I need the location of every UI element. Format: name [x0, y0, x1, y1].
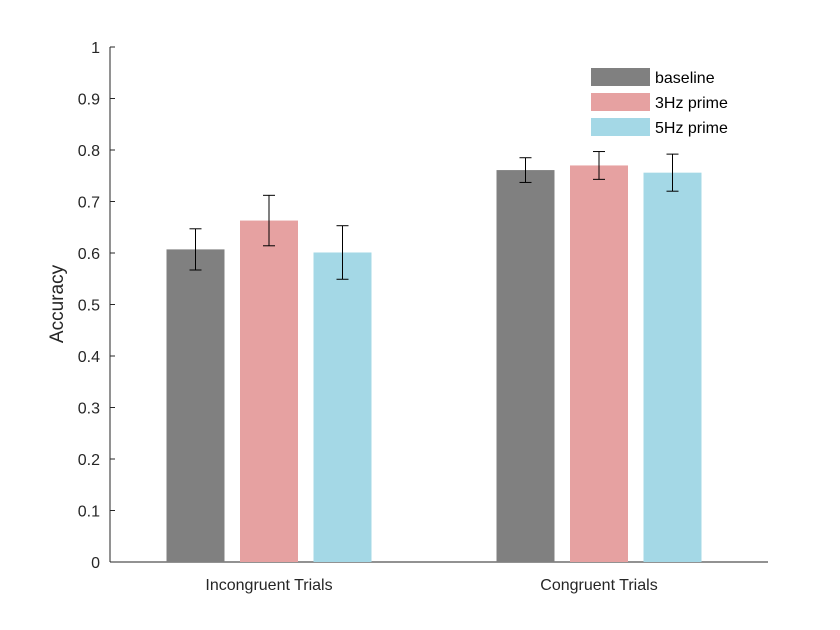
- y-tick-label: 0.5: [78, 298, 100, 315]
- legend-swatch: [591, 93, 650, 111]
- y-tick-label: 0.8: [78, 143, 100, 160]
- y-tick-label: 0.6: [78, 246, 100, 263]
- error-bars: [189, 151, 679, 280]
- bars: [166, 165, 702, 563]
- bar: [496, 170, 555, 562]
- y-tick-label: 0.3: [78, 401, 100, 418]
- y-tick-label: 0.9: [78, 92, 100, 109]
- legend: baseline 3Hz prime 5Hz prime: [591, 68, 728, 137]
- x-tick-label: Incongruent Trials: [205, 577, 332, 594]
- bar: [643, 172, 702, 562]
- bar: [166, 249, 225, 562]
- x-tick-labels: Incongruent Trials Congruent Trials: [205, 577, 657, 594]
- x-tick-label: Congruent Trials: [540, 577, 657, 594]
- legend-swatch: [591, 68, 650, 86]
- error-bar: [336, 225, 349, 280]
- bar: [313, 252, 372, 563]
- error-bar: [666, 153, 679, 192]
- y-tick-label: 0: [91, 555, 100, 572]
- y-tick-label: 1: [91, 40, 100, 57]
- y-tick-label: 0.7: [78, 195, 100, 212]
- y-axis-label: Accuracy: [47, 264, 68, 343]
- error-bar: [593, 151, 605, 180]
- error-bar: [189, 228, 202, 271]
- y-tick-label: 0.4: [78, 349, 100, 366]
- y-tick-labels: 0 0.1 0.2 0.3 0.4 0.5 0.6 0.7 0.8 0.9 1: [78, 40, 100, 572]
- error-bar: [519, 157, 532, 183]
- y-tick-label: 0.1: [78, 504, 100, 521]
- legend-label: 5Hz prime: [655, 120, 728, 137]
- bar: [240, 220, 298, 562]
- legend-label: 3Hz prime: [655, 95, 728, 112]
- y-tick-label: 0.2: [78, 452, 100, 469]
- legend-label: baseline: [655, 70, 715, 87]
- error-bar: [263, 194, 275, 247]
- bar: [570, 165, 628, 562]
- legend-swatch: [591, 118, 650, 136]
